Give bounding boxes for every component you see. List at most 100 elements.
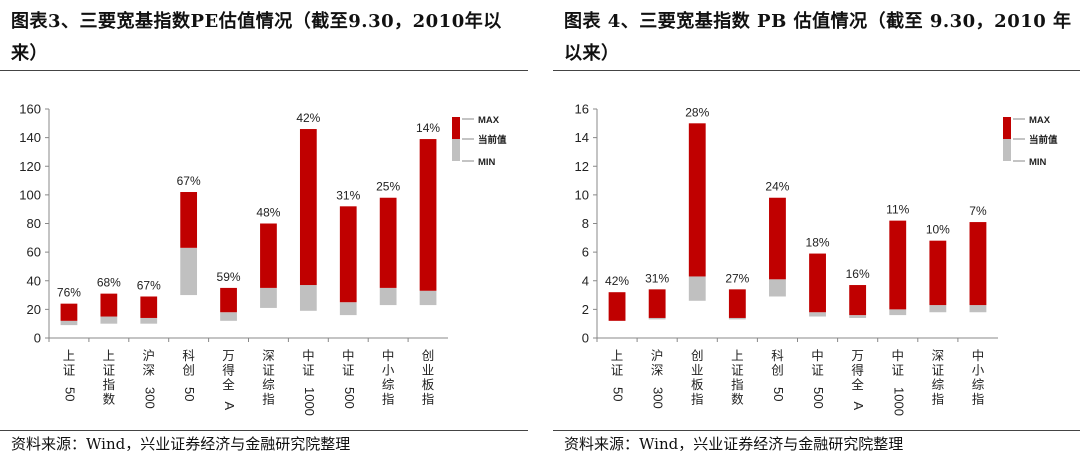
bar-min-to-current — [220, 312, 237, 321]
x-category-label-part: A — [222, 402, 237, 411]
x-category-label-part: 1000 — [891, 387, 906, 416]
y-tick-label: 4 — [582, 273, 589, 288]
x-category-label-part: 50 — [771, 387, 786, 401]
x-category-label-part: 全 — [851, 377, 864, 392]
y-tick-label: 14 — [575, 130, 589, 145]
x-category-label-part: 业 — [691, 364, 704, 378]
data-label: 68% — [97, 276, 121, 290]
x-category-label-part: 得 — [222, 363, 235, 378]
data-label: 42% — [296, 111, 320, 125]
y-tick-label: 100 — [19, 187, 41, 202]
data-label: 24% — [765, 180, 789, 194]
bar-current-to-max — [260, 223, 277, 288]
data-label: 18% — [806, 236, 830, 250]
x-category-label-part: 综 — [972, 378, 985, 392]
pe-source-note: 资料来源：Wind，兴业证券经济与金融研究院整理 — [11, 435, 351, 453]
bar-current-to-max — [379, 197, 397, 288]
x-category-label-part: 证 — [302, 364, 315, 378]
source-divider — [553, 430, 1080, 431]
x-category-label-part: 沪 — [651, 349, 664, 363]
x-category-label-part: 板 — [691, 378, 704, 392]
pb-chart-title: 图表 4、三要宽基指数 PB 估值情况（截至 9.30，2010 年以来） — [564, 11, 1072, 64]
x-category-label-part: A — [851, 402, 866, 411]
bar-min-to-current — [769, 279, 786, 297]
bar-current-to-max — [728, 289, 746, 318]
x-category-label-part: 证 — [611, 364, 624, 378]
bar-current-to-max — [419, 139, 437, 291]
legend-label: MAX — [1029, 115, 1051, 126]
x-category-label-part: 指 — [932, 392, 945, 407]
x-category-label-part: 创 — [182, 364, 195, 378]
bar-current-to-max — [608, 292, 626, 321]
bar-min-to-current — [809, 312, 826, 317]
data-label: 10% — [926, 223, 950, 237]
x-category-label-part: 中 — [382, 348, 395, 363]
bar-min-to-current — [969, 305, 987, 313]
x-category-label-part: 综 — [932, 378, 945, 392]
y-tick-label: 20 — [27, 302, 41, 317]
data-label: 31% — [336, 188, 360, 202]
data-label: 14% — [416, 121, 440, 135]
title-divider — [553, 70, 1080, 71]
x-category-label-part: 小 — [382, 364, 395, 378]
legend-label: MAX — [478, 115, 500, 126]
x-category-label-part: 万 — [851, 349, 864, 363]
bar-min-to-current — [929, 305, 947, 313]
bar-min-to-current — [100, 316, 118, 324]
y-tick-label: 60 — [27, 245, 41, 260]
x-category-label-part: 上 — [103, 349, 116, 363]
bar-min-to-current — [849, 315, 867, 318]
x-category-label-part: 创 — [771, 364, 784, 378]
data-label: 27% — [725, 271, 749, 285]
x-category-label-part: 证 — [731, 364, 744, 378]
bar-min-to-current — [180, 247, 198, 296]
x-category-label-part: 小 — [972, 364, 985, 378]
title-divider — [0, 70, 528, 71]
x-category-label-part: 全 — [222, 377, 235, 392]
bar-current-to-max — [140, 296, 158, 318]
data-label: 67% — [177, 174, 201, 188]
bar-current-to-max — [60, 303, 78, 321]
x-category-label-part: 指 — [691, 392, 704, 407]
bar-current-to-max — [809, 253, 826, 313]
x-category-label-part: 深 — [932, 349, 945, 363]
y-tick-label: 16 — [575, 102, 589, 117]
legend-swatch-max — [1003, 117, 1011, 139]
x-category-label-part: 50 — [63, 387, 78, 401]
source-divider — [0, 430, 528, 431]
pe-chart-title: 图表3、三要宽基指数PE估值情况（截至9.30，2010年以来） — [11, 11, 502, 64]
bar-min-to-current — [889, 309, 907, 316]
x-category-label-part: 500 — [811, 387, 826, 409]
y-tick-label: 0 — [582, 331, 589, 346]
x-category-label-part: 上 — [63, 349, 76, 363]
x-category-label-part: 创 — [422, 349, 435, 363]
y-tick-label: 10 — [575, 187, 589, 202]
x-category-label-part: 深 — [142, 364, 155, 378]
bar-min-to-current — [419, 290, 437, 306]
x-category-label-part: 证 — [342, 364, 355, 378]
x-category-label-part: 中 — [302, 348, 315, 363]
pb-source-note: 资料来源：Wind，兴业证券经济与金融研究院整理 — [564, 435, 904, 453]
bar-current-to-max — [100, 293, 118, 317]
bar-current-to-max — [769, 197, 786, 280]
x-category-label-part: 板 — [422, 378, 435, 392]
data-label: 28% — [685, 105, 709, 119]
pb-valuation-panel: 图表 4、三要宽基指数 PB 估值情况（截至 9.30，2010 年以来） 0 2… — [553, 0, 1080, 458]
x-category-label-part: 业 — [422, 364, 435, 378]
x-category-label-part: 指 — [422, 392, 435, 407]
bar-min-to-current — [648, 317, 666, 320]
x-category-label-part: 300 — [651, 387, 666, 409]
y-tick-label: 160 — [19, 102, 41, 117]
data-label: 48% — [256, 206, 280, 220]
bar-min-to-current — [728, 317, 746, 320]
legend-label: MIN — [1029, 157, 1047, 168]
data-label: 25% — [376, 180, 400, 194]
legend-swatch-current — [1003, 139, 1011, 161]
pe-valuation-panel: 图表3、三要宽基指数PE估值情况（截至9.30，2010年以来） 0 20 40 60… — [0, 0, 528, 458]
x-category-label-part: 数 — [103, 392, 116, 407]
x-category-label-part: 500 — [342, 387, 357, 409]
bar-min-to-current — [688, 276, 706, 301]
x-category-label-part: 深 — [651, 364, 664, 378]
x-category-label-part: 深 — [262, 349, 275, 363]
x-category-label-part: 50 — [611, 387, 626, 401]
